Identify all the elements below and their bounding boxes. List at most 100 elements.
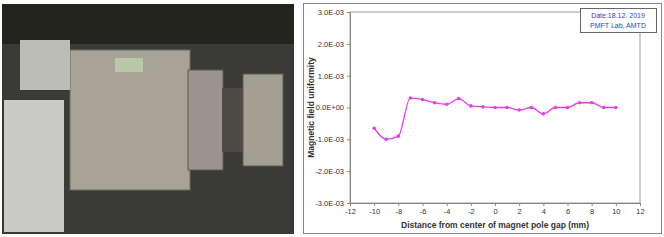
photo-magnet-body	[70, 50, 190, 190]
x-tick-mark	[423, 203, 424, 206]
y-tick-mark	[347, 203, 350, 204]
data-point	[409, 96, 413, 100]
data-point	[384, 138, 388, 142]
plot-area	[372, 96, 617, 141]
x-tick-mark	[543, 203, 544, 206]
x-tick-label: 10	[612, 207, 620, 216]
y-tick: 3.0E-03	[318, 8, 350, 17]
x-tick-mark	[568, 203, 569, 206]
y-tick: -2.0E-03	[315, 167, 350, 176]
x-tick-mark	[374, 203, 375, 206]
data-point	[457, 97, 461, 101]
x-tick-mark	[495, 203, 496, 206]
y-tick-mark	[347, 12, 350, 13]
x-tick: -8	[395, 203, 402, 216]
photo-rack	[2, 4, 294, 44]
x-tick-mark	[640, 203, 641, 206]
x-axis-title: Distance from center of magnet pole gap …	[401, 220, 589, 230]
x-tick: -6	[420, 203, 427, 216]
y-tick: 1.0E-03	[318, 72, 350, 81]
data-point	[372, 126, 376, 130]
data-point	[445, 103, 449, 107]
y-axis: -3.0E-03 -2.0E-03 -1.0E-03 0.0E+00 1.0E-03 2.…	[315, 8, 350, 208]
x-tick-mark	[447, 203, 448, 206]
data-point	[421, 98, 425, 102]
plot-frame	[350, 12, 640, 203]
data-point	[469, 104, 473, 108]
y-axis-title: Magnetic field uniformity	[306, 57, 316, 158]
photo	[2, 4, 294, 234]
x-tick-mark	[519, 203, 520, 206]
y-tick: 0.0E+00	[316, 103, 350, 112]
x-tick-label: 4	[542, 207, 546, 216]
data-point	[493, 106, 497, 110]
x-tick-mark	[350, 203, 351, 206]
photo-background	[2, 4, 294, 234]
annotation: Date:18.12. 2019	[591, 12, 645, 19]
x-tick: 2	[518, 203, 522, 216]
y-tick-label: -3.0E-03	[315, 199, 344, 208]
y-tick-mark	[347, 139, 350, 140]
x-tick-label: -2	[468, 207, 475, 216]
x-tick-label: -8	[395, 207, 402, 216]
annotation-box: Date:18.12. 2019 PMFT Lab, AMTD	[581, 9, 657, 33]
y-tick-mark	[347, 108, 350, 109]
y-tick-label: 3.0E-03	[318, 8, 344, 17]
chart-border	[304, 4, 662, 234]
x-tick-label: 6	[566, 207, 570, 216]
data-point	[481, 105, 485, 109]
x-axis-line	[351, 204, 641, 207]
x-tick-label: 2	[518, 207, 522, 216]
x-tick: -2	[468, 203, 475, 216]
data-point	[397, 134, 401, 138]
x-tick-mark	[471, 203, 472, 206]
x-tick-mark	[398, 203, 399, 206]
data-point	[529, 106, 533, 110]
data-point	[554, 106, 558, 110]
y-tick-mark	[347, 76, 350, 77]
x-tick-label: -4	[444, 207, 451, 216]
data-point	[433, 101, 437, 105]
x-tick: 4	[542, 203, 546, 216]
photo-magnet-window	[115, 58, 143, 72]
y-tick-mark	[347, 44, 350, 45]
x-axis: -12 -10 -8 -6 -4 -2 0 2 4 6 8 10 12	[345, 203, 645, 216]
x-tick-label: 8	[590, 207, 594, 216]
x-tick: 12	[636, 203, 644, 216]
x-tick: 6	[566, 203, 570, 216]
x-tick-label: 12	[636, 207, 644, 216]
data-point	[505, 106, 509, 110]
x-tick-label: -10	[369, 207, 380, 216]
x-tick: -10	[369, 203, 380, 216]
figure: -3.0E-03 -2.0E-03 -1.0E-03 0.0E+00 1.0E-03 2.…	[0, 0, 664, 237]
data-point	[602, 106, 606, 110]
photo-flange-right	[243, 74, 283, 166]
y-tick-mark	[347, 171, 350, 172]
annotation-frame	[581, 9, 657, 33]
x-tick: -12	[345, 203, 356, 216]
x-tick: 8	[590, 203, 594, 216]
y-tick-label: -2.0E-03	[315, 167, 344, 176]
y-tick-label: 1.0E-03	[318, 72, 344, 81]
y-tick-label: -1.0E-03	[315, 135, 344, 144]
y-tick-label: 0.0E+00	[316, 103, 344, 112]
annotation: PMFT Lab, AMTD	[590, 22, 646, 29]
photo-foil	[4, 100, 64, 232]
x-tick-label: -12	[345, 207, 356, 216]
y-tick: 2.0E-03	[318, 40, 350, 49]
x-tick: 0	[493, 203, 497, 216]
data-point	[517, 108, 521, 112]
photo-foil-top	[20, 40, 70, 90]
x-tick-label: -6	[420, 207, 427, 216]
data-point	[590, 101, 594, 105]
x-tick: 10	[612, 203, 620, 216]
y-tick: -1.0E-03	[315, 135, 350, 144]
x-tick-label: 0	[493, 207, 497, 216]
y-axis-line	[347, 13, 351, 204]
data-point	[542, 112, 546, 116]
x-tick-mark	[592, 203, 593, 206]
data-point	[566, 106, 570, 110]
y-tick-label: 2.0E-03	[318, 40, 344, 49]
x-tick: -4	[444, 203, 451, 216]
data-point	[578, 101, 582, 105]
